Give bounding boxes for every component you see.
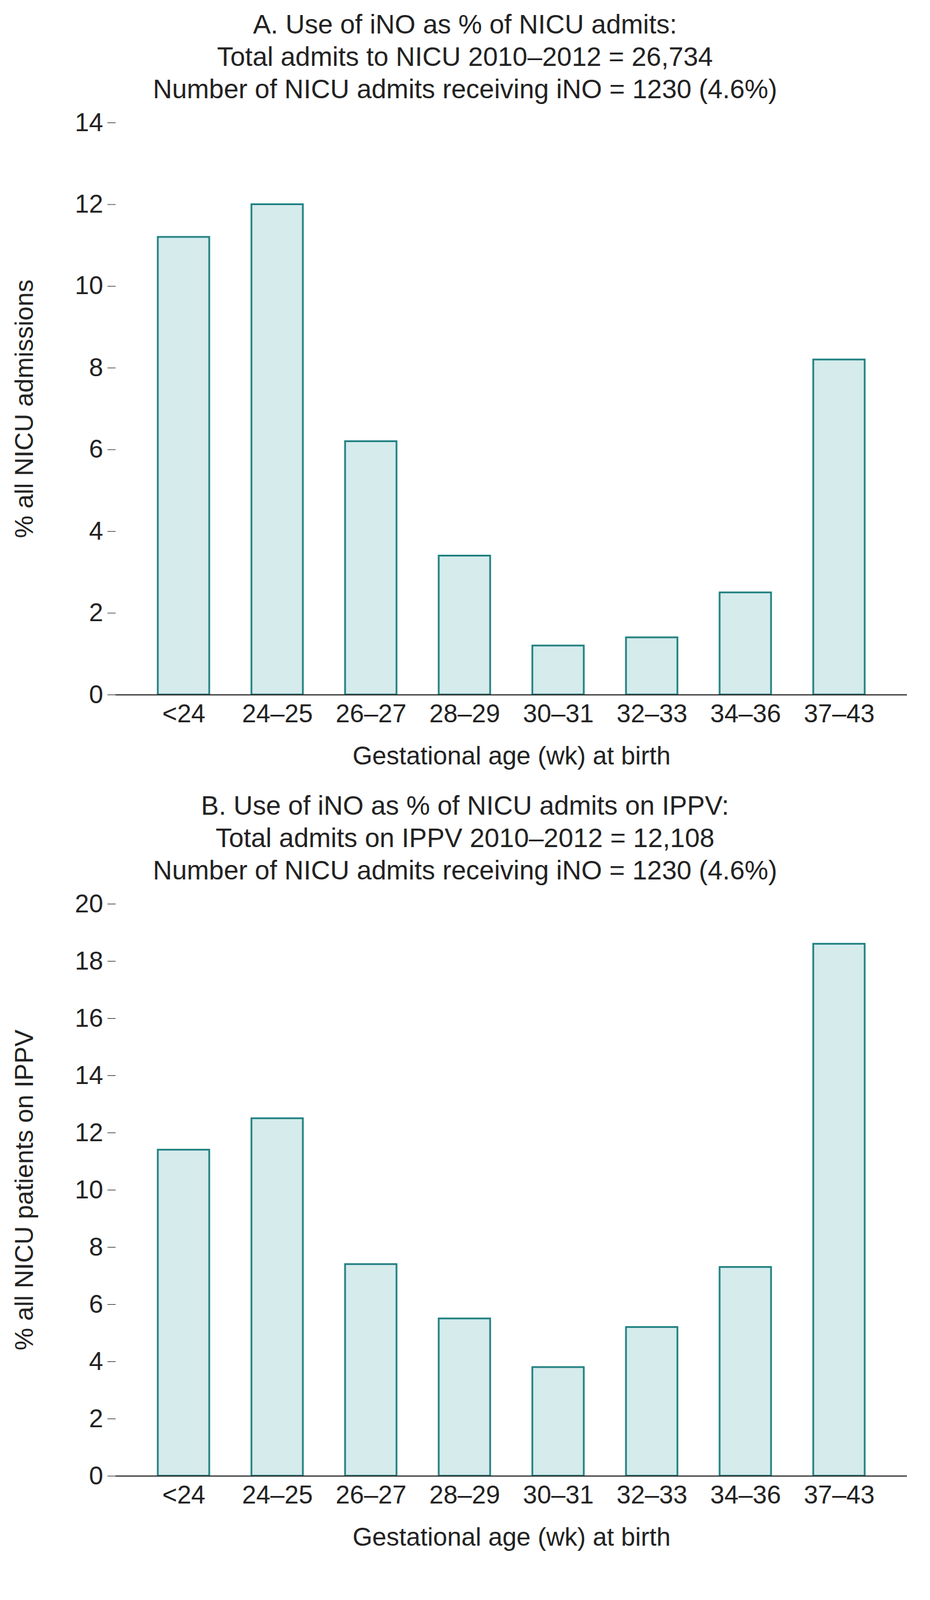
svg-text:32–33: 32–33 <box>616 1480 688 1510</box>
svg-text:14: 14 <box>75 108 104 137</box>
svg-text:24–25: 24–25 <box>242 699 313 728</box>
svg-text:37–43: 37–43 <box>803 1480 875 1510</box>
svg-text:26–27: 26–27 <box>335 699 407 728</box>
svg-text:37–43: 37–43 <box>803 699 875 728</box>
svg-text:10: 10 <box>75 1175 104 1204</box>
svg-text:8: 8 <box>89 1232 103 1262</box>
svg-text:8: 8 <box>89 353 103 382</box>
svg-text:20: 20 <box>75 889 104 918</box>
html-text:A. Use of iNO as % of NICU adm: A. Use of iNO as % of NICU admits: Total… <box>152 9 778 105</box>
svg-text:6: 6 <box>89 1290 103 1319</box>
svg-text:14: 14 <box>75 1061 104 1090</box>
svg-text:34–36: 34–36 <box>710 699 781 728</box>
svg-text:<24: <24 <box>162 1480 206 1510</box>
svg-text:30–31: 30–31 <box>523 1480 594 1510</box>
svg-text:10: 10 <box>75 271 104 300</box>
svg-text:12: 12 <box>75 1118 104 1147</box>
svg-text:2: 2 <box>89 1404 103 1433</box>
svg-text:16: 16 <box>75 1003 104 1033</box>
svg-text:2: 2 <box>89 598 103 627</box>
svg-text:6: 6 <box>89 434 103 463</box>
svg-text:0: 0 <box>89 1461 103 1491</box>
html-text:B. Use of iNO as % of NICU adm: B. Use of iNO as % of NICU admits on IPP… <box>152 790 778 886</box>
svg-text:4: 4 <box>89 1347 103 1376</box>
svg-text:% all NICU admissions: % all NICU admissions <box>9 279 39 539</box>
svg-text:32–33: 32–33 <box>616 699 688 728</box>
svg-text:28–29: 28–29 <box>429 1480 500 1510</box>
svg-text:28–29: 28–29 <box>429 699 500 728</box>
svg-text:24–25: 24–25 <box>242 1480 313 1510</box>
svg-text:4: 4 <box>89 516 103 546</box>
svg-text:<24: <24 <box>162 699 206 728</box>
svg-text:Gestational age (wk) at birth: Gestational age (wk) at birth <box>352 741 671 770</box>
svg-text:% all NICU patients on IPPV: % all NICU patients on IPPV <box>9 1029 39 1351</box>
svg-text:0: 0 <box>89 680 103 709</box>
svg-text:26–27: 26–27 <box>335 1480 407 1510</box>
svg-text:30–31: 30–31 <box>523 699 594 728</box>
svg-text:18: 18 <box>75 946 104 976</box>
svg-text:12: 12 <box>75 189 104 218</box>
svg-text:34–36: 34–36 <box>710 1480 781 1510</box>
svg-text:Gestational age (wk) at birth: Gestational age (wk) at birth <box>352 1523 671 1552</box>
